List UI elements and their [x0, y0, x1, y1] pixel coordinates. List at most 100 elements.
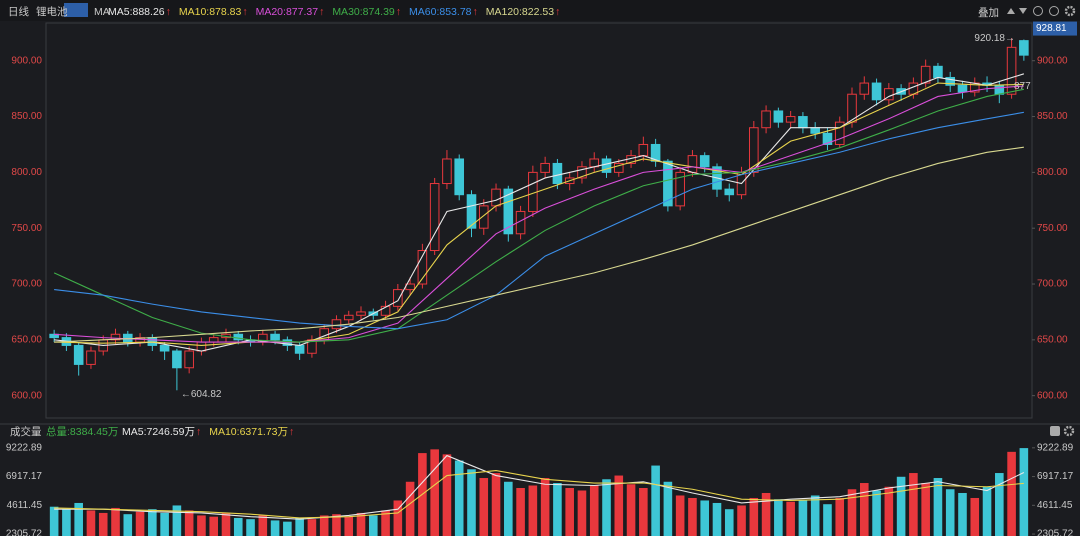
- volume-bar: [160, 512, 169, 536]
- candle-body: [687, 155, 698, 173]
- candle-body: [331, 319, 342, 330]
- y-tick-label: 4611.45: [7, 500, 43, 511]
- volume-settings-icon[interactable]: [1063, 425, 1075, 437]
- volume-bar: [958, 492, 967, 536]
- volume-bar: [872, 490, 881, 536]
- ma-line: [54, 454, 1025, 520]
- low-annotation: ←604.82: [181, 389, 222, 400]
- zoom-out-icon[interactable]: [1033, 6, 1043, 16]
- candle-body: [994, 84, 1005, 95]
- settings-icon[interactable]: [1064, 5, 1076, 17]
- volume-bar: [663, 481, 673, 536]
- y-tick-label-right: 850.00: [1037, 111, 1068, 122]
- y-tick-label-right: 750.00: [1037, 223, 1068, 234]
- y-tick-label: 9222.89: [6, 442, 43, 453]
- candle-body: [675, 171, 685, 207]
- period[interactable]: 日线: [8, 5, 29, 18]
- indicator[interactable]: MA: [94, 6, 110, 18]
- volume-bar: [491, 473, 501, 536]
- header-bar: [0, 0, 1080, 21]
- candle-body: [478, 205, 489, 229]
- volume-bar: [356, 512, 366, 536]
- volume-total: 总量:8384.45万: [46, 425, 118, 438]
- candle-body: [724, 188, 735, 196]
- y-tick-label-right: 900.00: [1037, 55, 1068, 66]
- candle-body: [699, 155, 710, 168]
- volume-bar: [712, 502, 722, 536]
- line-annotation: 877: [1014, 81, 1031, 92]
- volume-bar: [688, 497, 697, 536]
- volume-bar: [393, 500, 403, 536]
- volume-bar: [368, 515, 378, 536]
- candle-body: [761, 110, 771, 129]
- legend-label: MA5:7246.59万: [122, 426, 195, 438]
- current-price-box: [1033, 21, 1077, 36]
- volume-bar: [835, 497, 845, 536]
- candle-body: [798, 116, 808, 129]
- candle-body: [933, 65, 943, 78]
- volume-bar: [909, 473, 918, 536]
- y-tick-label-right: 6917.17: [1037, 471, 1074, 482]
- y-tick-label: 750.00: [11, 223, 42, 234]
- candle-body: [945, 76, 956, 86]
- volume-bar: [86, 510, 96, 536]
- volume-bar: [74, 502, 83, 536]
- candle-body: [552, 162, 563, 185]
- candle-body: [73, 344, 84, 365]
- ma-line: [54, 82, 1024, 346]
- volume-bar: [749, 497, 759, 536]
- volume-bar: [98, 512, 108, 536]
- volume-bar: [332, 514, 341, 536]
- volume-bar: [884, 486, 894, 536]
- volume-bar: [761, 492, 771, 536]
- volume-bar: [982, 486, 992, 536]
- overlay-button[interactable]: 叠加: [978, 7, 999, 19]
- volume-bar: [995, 473, 1004, 536]
- candle-body: [540, 162, 550, 173]
- volume-bar: [479, 478, 489, 536]
- volume-bar: [49, 506, 59, 536]
- volume-bar: [577, 490, 587, 536]
- y-tick-label-right: 800.00: [1037, 167, 1068, 178]
- legend-label: MA20:877.37: [256, 6, 319, 18]
- volume-bar: [626, 484, 636, 536]
- volume-bar: [602, 479, 611, 536]
- volume-bar: [295, 517, 304, 536]
- candle-body: [1006, 46, 1017, 95]
- candle-body: [380, 305, 391, 316]
- y-tick-label-right: 700.00: [1037, 279, 1068, 290]
- candle-body: [282, 339, 293, 346]
- legend-arrow: ↑: [396, 6, 401, 18]
- up-icon[interactable]: [1007, 8, 1015, 14]
- y-tick-label: 650.00: [11, 334, 42, 345]
- down-icon[interactable]: [1019, 8, 1027, 14]
- candle-body: [613, 162, 624, 173]
- candle-body: [871, 82, 882, 101]
- volume-bar: [651, 465, 660, 536]
- ma-line: [54, 85, 1024, 343]
- candle-body: [1019, 40, 1029, 56]
- legend-label: MA120:822.53: [486, 6, 554, 18]
- volume-bar: [258, 515, 268, 536]
- ma-line: [54, 146, 1024, 343]
- volume-bar: [675, 495, 685, 536]
- candle-body: [196, 341, 207, 352]
- close-icon[interactable]: [1050, 426, 1060, 436]
- y-tick-label: 2305.72: [6, 529, 43, 536]
- ma-line: [54, 469, 1024, 519]
- volume-bar: [540, 478, 550, 536]
- y-tick-label: 850.00: [11, 111, 42, 122]
- volume-bar: [565, 488, 574, 536]
- volume-title: 成交量: [10, 425, 42, 438]
- volume-bar: [233, 517, 243, 536]
- volume-bar: [798, 500, 808, 536]
- zoom-in-icon[interactable]: [1049, 6, 1059, 16]
- legend-arrow: ↑: [289, 426, 294, 438]
- volume-bar: [283, 521, 292, 536]
- volume-bar: [135, 511, 145, 536]
- legend-arrow: ↑: [166, 6, 171, 18]
- volume-bar: [921, 483, 930, 536]
- legend-label: MA10:878.83: [179, 6, 242, 18]
